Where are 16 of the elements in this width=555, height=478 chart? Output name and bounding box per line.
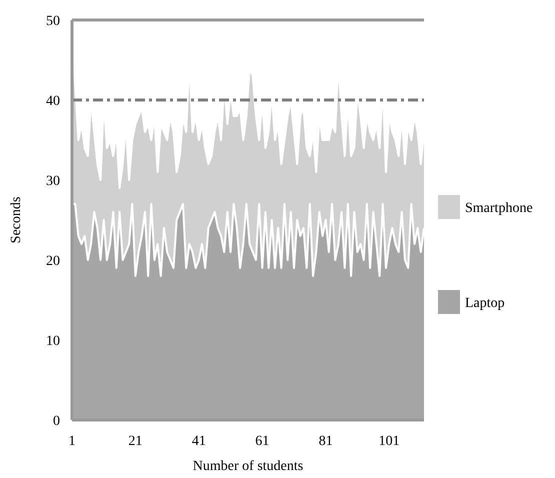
y-tick-label: 30 (46, 174, 60, 189)
x-tick-label: 41 (192, 434, 206, 449)
y-tick-label: 40 (46, 94, 60, 109)
y-tick-label: 50 (46, 14, 60, 29)
legend-label: Laptop (465, 296, 505, 311)
y-tick-label: 20 (46, 254, 60, 269)
y-axis-title: Seconds (9, 196, 24, 244)
x-tick-label: 61 (255, 434, 270, 449)
y-tick-label: 10 (46, 334, 60, 349)
x-tick-label: 21 (128, 434, 142, 449)
y-tick-label: 0 (53, 414, 60, 429)
x-axis-title: Number of students (192, 459, 304, 474)
x-tick-label: 101 (378, 434, 400, 449)
x-tick-label: 1 (68, 434, 76, 449)
x-tick-label: 81 (318, 434, 333, 449)
legend-label: Smartphone (465, 200, 533, 216)
